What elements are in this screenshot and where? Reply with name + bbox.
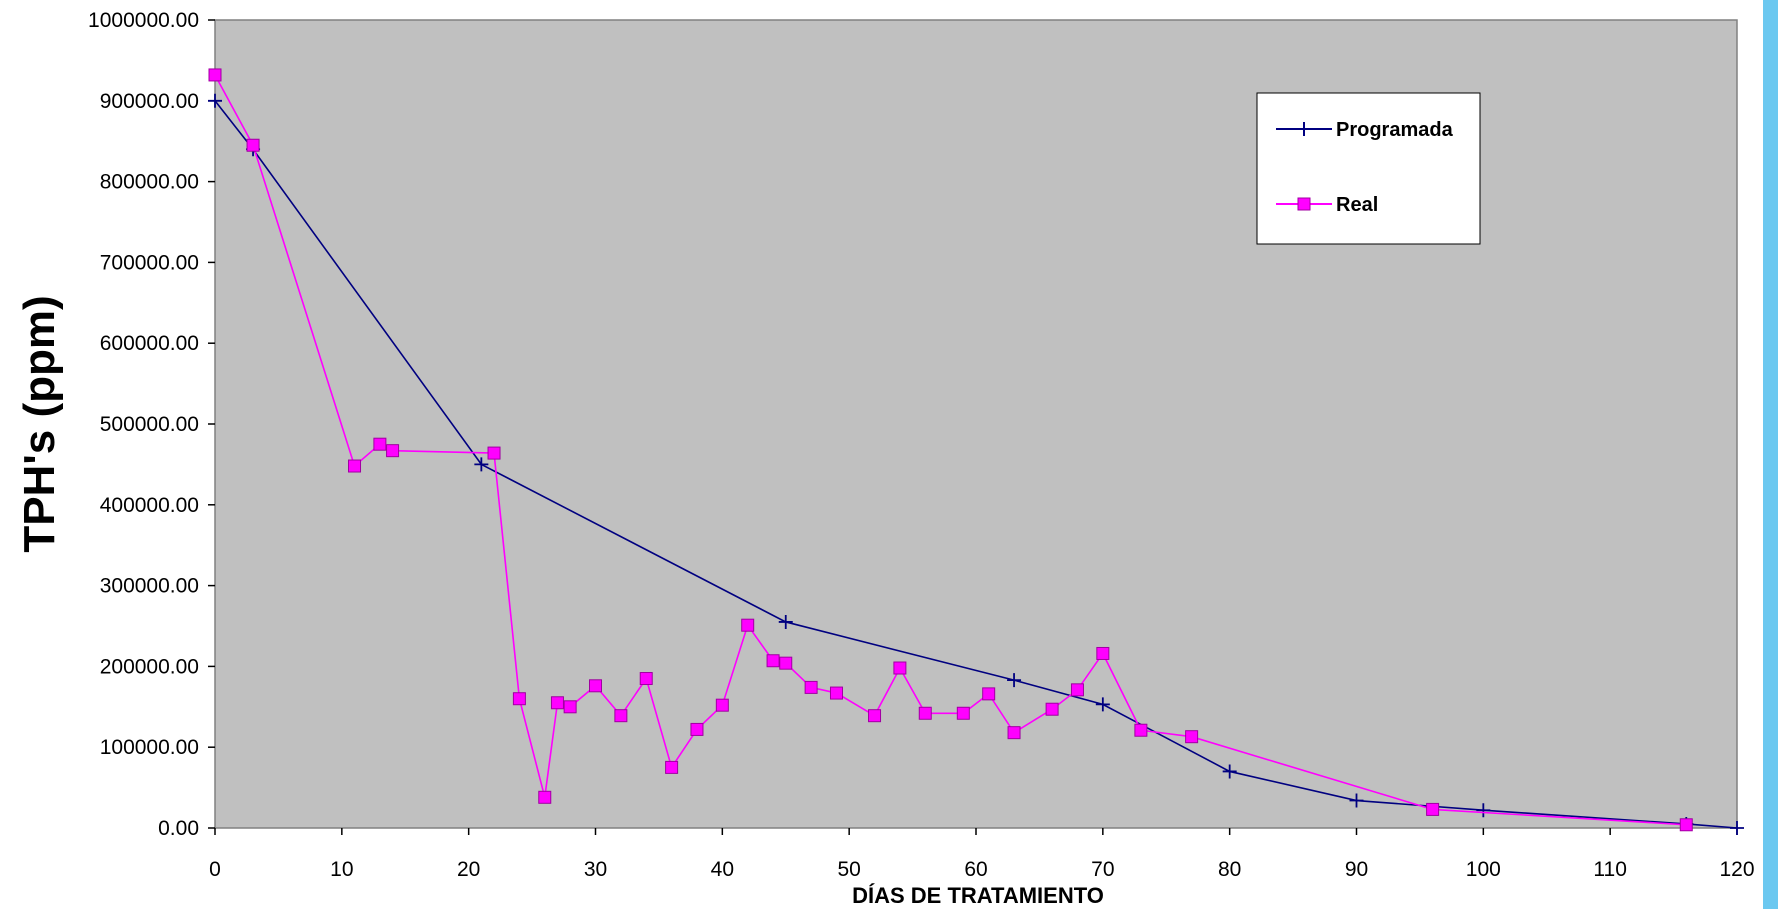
- data-point-real: [1070, 683, 1084, 697]
- legend-marker-programada: [1297, 122, 1311, 136]
- legend-label-programada: Programada: [1336, 119, 1454, 141]
- data-point-real: [208, 68, 222, 82]
- data-point-real: [804, 680, 818, 694]
- data-point-real: [348, 459, 362, 473]
- data-point-real: [690, 722, 704, 736]
- data-point-real: [639, 672, 653, 686]
- x-tick-label: 60: [964, 858, 987, 881]
- y-tick-marks: [208, 19, 215, 829]
- data-point-real: [538, 790, 552, 804]
- data-point-real: [1007, 726, 1021, 740]
- data-point-real: [512, 692, 526, 706]
- data-point-real: [715, 698, 729, 712]
- data-point-real: [614, 709, 628, 723]
- data-point-real: [779, 656, 793, 670]
- data-point-programada: [1349, 793, 1364, 808]
- x-tick-label: 120: [1719, 858, 1754, 881]
- series-line-real: [214, 74, 1687, 826]
- y-tick-label: 1000000.00: [88, 9, 199, 32]
- x-tick-label: 50: [837, 858, 860, 881]
- y-tick-label: 0.00: [158, 817, 199, 840]
- data-point-programada: [1222, 764, 1237, 779]
- data-point-real: [1045, 702, 1059, 716]
- data-point-real: [918, 706, 932, 720]
- y-tick-label: 900000.00: [100, 90, 199, 113]
- x-tick-label: 90: [1345, 858, 1368, 881]
- y-tick-label: 700000.00: [100, 251, 199, 274]
- series-layer: [208, 68, 1744, 835]
- x-tick-label: 30: [584, 858, 607, 881]
- data-point-real: [1096, 646, 1110, 660]
- data-point-real: [1134, 723, 1148, 737]
- data-point-real: [741, 618, 755, 632]
- data-point-real: [766, 654, 780, 668]
- x-tick-label: 0: [209, 858, 221, 881]
- data-point-real: [373, 437, 387, 451]
- data-point-real: [589, 679, 602, 693]
- x-tick-label: 10: [330, 858, 353, 881]
- data-point-real: [982, 687, 996, 701]
- data-point-real: [1185, 730, 1199, 744]
- y-tick-label: 800000.00: [100, 171, 199, 194]
- data-point-real: [386, 444, 400, 458]
- x-tick-marks: [214, 828, 1738, 835]
- x-tick-label: 70: [1091, 858, 1114, 881]
- data-point-real: [246, 138, 260, 152]
- y-tick-label: 400000.00: [100, 494, 199, 517]
- plot-area: [214, 19, 1738, 829]
- data-point-programada: [1476, 803, 1491, 818]
- data-point-real: [829, 686, 843, 700]
- data-point-real: [893, 661, 907, 675]
- legend-marker-real: [1297, 197, 1311, 211]
- x-tick-labels: 0 10 20 30 40 50 60 70 80 90 100 110 120: [209, 858, 1754, 881]
- legend-label-real: Real: [1336, 194, 1378, 216]
- y-tick-label: 600000.00: [100, 332, 199, 355]
- data-point-real: [1426, 802, 1440, 816]
- data-point-programada: [778, 614, 793, 629]
- data-point-programada: [1095, 697, 1110, 712]
- y-axis-title: TPH's (ppm): [15, 295, 64, 552]
- y-tick-label: 100000.00: [100, 736, 199, 759]
- x-tick-label: 40: [711, 858, 734, 881]
- data-point-programada: [1730, 821, 1744, 835]
- data-point-programada: [208, 93, 222, 108]
- x-tick-label: 100: [1466, 858, 1501, 881]
- x-tick-label: 20: [457, 858, 480, 881]
- data-point-real: [956, 706, 970, 720]
- y-tick-label: 500000.00: [100, 413, 199, 436]
- y-tick-labels: 0.00 100000.00 200000.00 300000.00 400000.00…: [88, 9, 199, 840]
- data-point-real: [868, 709, 882, 723]
- x-tick-label: 110: [1593, 858, 1626, 881]
- data-point-real: [665, 760, 679, 774]
- legend: Programada Real: [1256, 92, 1481, 245]
- right-edge-bar: [1763, 0, 1778, 909]
- data-point-real: [550, 696, 564, 710]
- data-point-real: [487, 446, 501, 460]
- data-point-real: [563, 700, 577, 714]
- data-point-programada: [474, 457, 489, 472]
- data-point-real: [1679, 818, 1693, 832]
- legend-box: [1256, 92, 1481, 245]
- x-axis-title: DÍAS DE TRATAMIENTO: [852, 883, 1104, 908]
- y-tick-label: 300000.00: [100, 575, 199, 598]
- x-tick-label: 80: [1218, 858, 1241, 881]
- data-point-programada: [1007, 673, 1022, 688]
- y-tick-label: 200000.00: [100, 655, 199, 678]
